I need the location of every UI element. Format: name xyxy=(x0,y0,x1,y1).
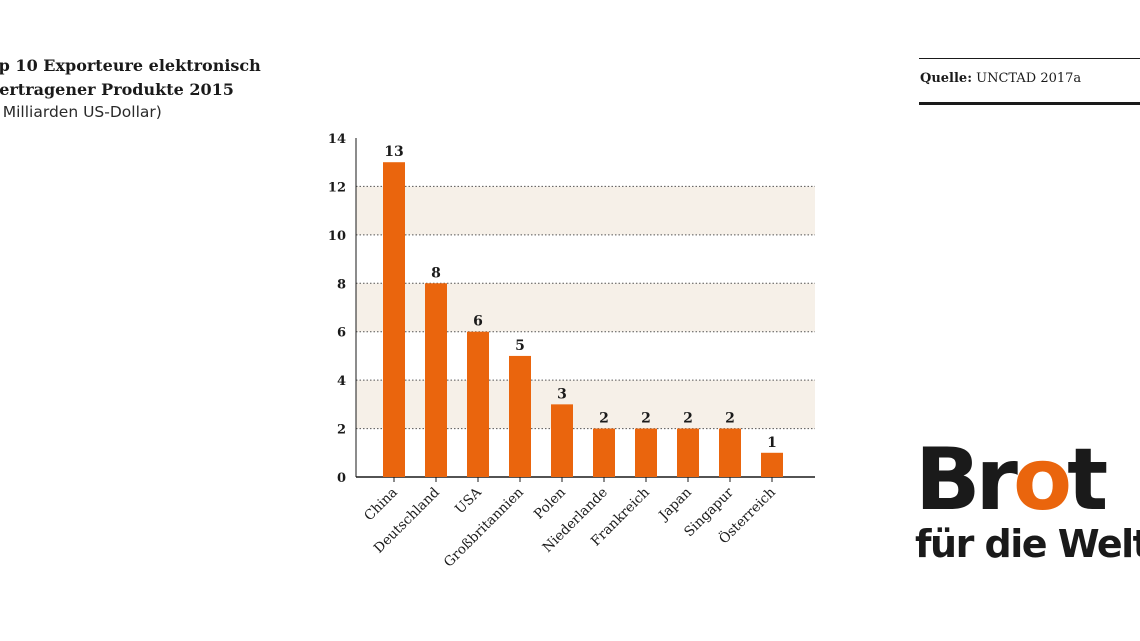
y-tick-label: 12 xyxy=(328,180,346,195)
source-value: UNCTAD 2017a xyxy=(976,71,1082,86)
y-tick-label: 2 xyxy=(337,423,346,438)
data-label: 2 xyxy=(725,411,735,427)
data-label: 8 xyxy=(431,265,441,281)
logo-text-t: t xyxy=(1067,430,1108,530)
chart-title-line-1: op 10 Exporteure elektronisch xyxy=(0,56,261,75)
logo-text-o: o xyxy=(1012,430,1072,530)
chart-title-line-2: bertragener Produkte 2015 xyxy=(0,80,234,99)
logo-line-1: Brot xyxy=(915,430,1108,530)
y-tick-label: 8 xyxy=(337,277,346,292)
data-label: 2 xyxy=(599,411,609,427)
data-label: 3 xyxy=(557,386,567,402)
logo-line-2: für die Welt xyxy=(915,522,1140,566)
x-category-label: Japan xyxy=(655,484,695,524)
x-category-label: Polen xyxy=(531,484,569,522)
logo: Brot für die Welt xyxy=(915,430,1140,570)
data-label: 6 xyxy=(473,314,483,330)
x-category-label: China xyxy=(361,485,401,525)
bar xyxy=(719,428,741,477)
data-label: 13 xyxy=(384,144,403,160)
bar xyxy=(509,355,531,477)
bar xyxy=(677,428,699,477)
bar xyxy=(593,428,615,477)
bar xyxy=(467,331,489,477)
chart-title: op 10 Exporteure elektronisch bertragene… xyxy=(0,54,308,102)
background-band xyxy=(356,186,815,235)
bar xyxy=(425,283,447,477)
bar xyxy=(635,428,657,477)
data-label: 5 xyxy=(515,338,525,354)
logo-text-br: Br xyxy=(915,430,1018,530)
data-label: 2 xyxy=(683,411,693,427)
background-band xyxy=(356,283,815,332)
y-tick-label: 10 xyxy=(328,229,346,244)
chart-subtitle: n Milliarden US-Dollar) xyxy=(0,103,162,121)
y-tick-label: 6 xyxy=(337,326,346,341)
source-box: Quelle: UNCTAD 2017a xyxy=(919,58,1140,105)
source-note: Quelle: UNCTAD 2017a xyxy=(920,71,1081,86)
y-tick-label: 0 xyxy=(337,471,346,486)
data-label: 2 xyxy=(641,411,651,427)
data-label: 1 xyxy=(767,435,777,451)
y-tick-label: 4 xyxy=(337,374,346,389)
background-band xyxy=(356,380,815,429)
bar xyxy=(551,404,573,477)
x-category-label: USA xyxy=(452,484,485,517)
bar xyxy=(383,162,405,477)
x-category-label: Großbritannien xyxy=(441,484,527,570)
bar xyxy=(761,452,783,477)
y-tick-label: 14 xyxy=(328,132,346,147)
source-label: Quelle: xyxy=(920,71,972,86)
